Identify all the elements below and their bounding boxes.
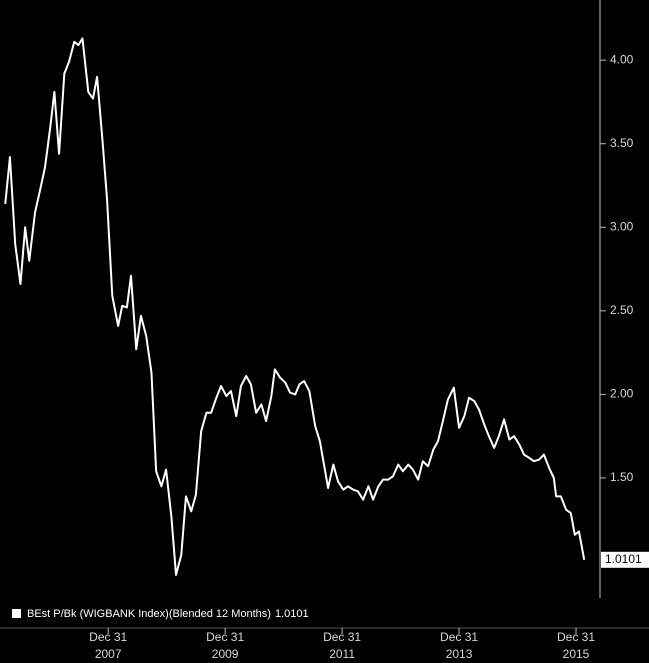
line-series (4, 37, 586, 576)
x-tick-label: Dec 31 (89, 630, 127, 644)
y-tick-label: 3.00 (610, 219, 634, 233)
y-tick-label: 2.00 (610, 387, 634, 401)
legend-swatch (12, 609, 21, 618)
legend-label: BEst P/Bk (WIGBANK Index)(Blended 12 Mon… (27, 608, 271, 620)
x-tick-year: 2009 (212, 647, 239, 661)
y-tick-label: 1.50 (610, 470, 634, 484)
x-tick-year: 2015 (563, 647, 590, 661)
x-tick-label: Dec 31 (206, 630, 244, 644)
last-value-label: 1.0101 (605, 552, 642, 566)
x-tick-year: 2007 (95, 647, 122, 661)
y-tick-label: 3.50 (610, 136, 634, 150)
y-tick-label: 4.00 (610, 52, 634, 66)
x-tick-label: Dec 31 (323, 630, 361, 644)
legend-value: 1.0101 (275, 608, 309, 620)
x-tick-label: Dec 31 (440, 630, 478, 644)
x-tick-year: 2011 (329, 647, 355, 661)
last-value-box (601, 551, 649, 568)
y-tick-label: 2.50 (610, 303, 634, 317)
x-tick-label: Dec 31 (557, 630, 595, 644)
x-tick-year: 2013 (446, 647, 473, 661)
